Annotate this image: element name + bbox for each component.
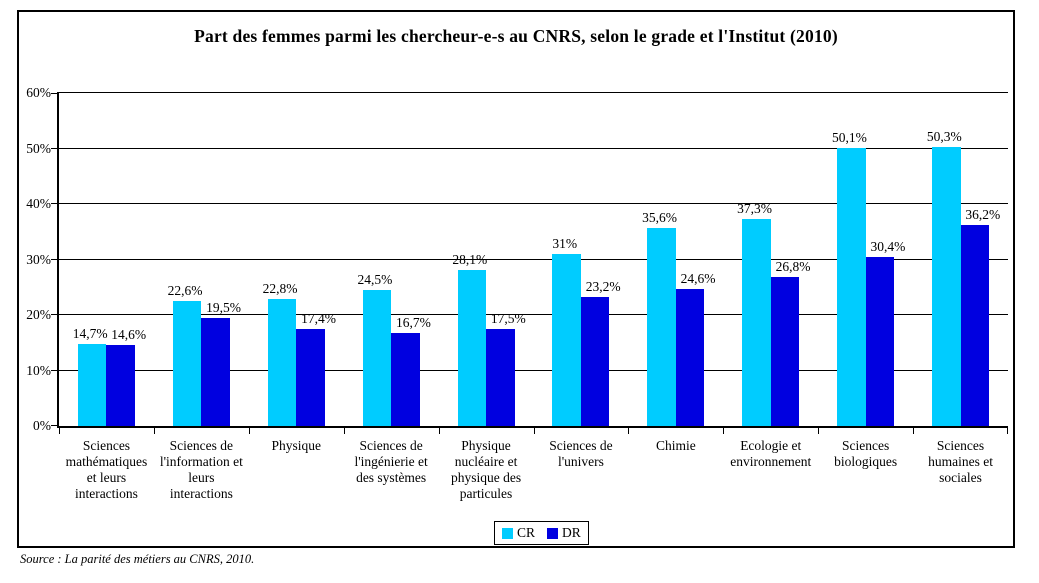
gridline	[59, 369, 1008, 371]
bar-value-label: 17,5%	[490, 310, 526, 326]
gridline	[59, 203, 1008, 204]
x-axis-tick	[913, 428, 915, 434]
y-axis-tick	[51, 147, 57, 149]
bar-value-label: 50,1%	[831, 129, 867, 145]
bar-dr	[770, 277, 800, 426]
y-axis-tick	[51, 93, 57, 94]
x-axis-category-label: Sciences mathématiques et leurs interact…	[65, 438, 148, 501]
bar-value-label: 37,3%	[737, 201, 772, 216]
bar-cr	[837, 147, 866, 426]
y-axis-tick	[51, 369, 57, 371]
bar-dr	[391, 333, 420, 426]
x-axis-category-label: Sciences humaines et sociales	[928, 438, 993, 485]
x-axis-tick	[723, 428, 725, 434]
bar-value-label: 23,2%	[585, 279, 621, 295]
y-axis-tick-label: 20%	[26, 307, 51, 322]
bar-cr	[172, 300, 202, 426]
y-axis-tick	[51, 425, 57, 426]
x-axis-tick	[438, 428, 440, 434]
bar-value-label: 14,6%	[111, 326, 147, 342]
x-axis-category-label: Physique	[271, 438, 321, 453]
x-axis-tick	[1007, 428, 1008, 434]
bar-value-label: 19,5%	[206, 299, 242, 315]
y-axis-tick	[51, 258, 57, 260]
bar-value-label: 22,6%	[167, 282, 203, 298]
bar-cr	[932, 146, 961, 426]
bar-value-label: 31%	[552, 235, 578, 251]
bar-dr	[960, 225, 990, 426]
y-axis-tick	[51, 314, 57, 315]
bar-dr	[296, 329, 325, 426]
bar-dr	[675, 289, 705, 426]
x-axis-tick	[153, 428, 155, 434]
x-axis-tick	[818, 428, 820, 434]
source-note: Source : La parité des métiers au CNRS, …	[20, 552, 255, 566]
y-axis-tick-label: 50%	[26, 140, 51, 156]
legend-entry-dr: DR	[547, 525, 581, 541]
bar-value-label: 50,3%	[926, 128, 962, 144]
bar-value-label: 24,6%	[680, 271, 716, 287]
bar-cr	[77, 344, 107, 426]
bar-dr	[580, 297, 610, 426]
x-axis-category-label: Ecologie et environnement	[730, 438, 812, 469]
gridline	[59, 147, 1008, 149]
y-axis-tick-label: 0%	[33, 418, 51, 433]
x-axis-tick	[248, 428, 250, 434]
bar-value-label: 30,4%	[870, 239, 906, 255]
bar-value-label: 36,2%	[965, 207, 1001, 223]
y-axis-tick-label: 60%	[26, 85, 51, 100]
x-axis-tick	[343, 428, 345, 434]
x-axis-tick	[628, 428, 630, 434]
x-axis-category-label: Physique nucléaire et physique des parti…	[450, 438, 522, 501]
legend-label-dr: DR	[562, 525, 581, 540]
legend-label-cr: CR	[517, 525, 536, 540]
bar-cr	[552, 253, 581, 426]
legend: CR DR	[494, 521, 589, 545]
x-axis-category-label: Chimie	[655, 438, 696, 453]
bar-value-label: 35,6%	[642, 210, 678, 226]
x-axis-tick	[59, 428, 60, 434]
x-axis-category-label: Sciences de l'univers	[549, 438, 613, 469]
legend-entry-cr: CR	[502, 525, 535, 541]
y-axis-tick-label: 30%	[26, 251, 51, 267]
y-axis-tick-label: 40%	[26, 196, 51, 211]
legend-swatch-cr-icon	[502, 527, 513, 539]
bar-cr	[742, 219, 771, 426]
bar-value-label: 24,5%	[357, 272, 393, 288]
bar-value-label: 22,8%	[262, 281, 298, 297]
bar-dr	[201, 317, 230, 426]
bar-value-label: 14,7%	[72, 326, 108, 342]
x-axis-category-label: Sciences de l'information et leurs inter…	[159, 438, 243, 501]
plot-area: 0% 10% 20% 30% 40% 50% 60% 14,7% 22,6% 22,8% 24,5%…	[26, 85, 1008, 501]
legend-swatch-dr-icon	[547, 527, 559, 539]
x-axis-tick	[533, 428, 535, 434]
y-axis-tick-label: 10%	[26, 362, 51, 378]
bar-value-label: 28,1%	[452, 252, 488, 268]
chart-title: Part des femmes parmi les chercheur-e-s …	[194, 26, 838, 46]
bar-cr	[362, 290, 392, 426]
bar-dr	[865, 257, 895, 426]
bar-cr	[647, 228, 676, 426]
bar-dr	[486, 328, 515, 426]
bar-dr	[106, 344, 135, 426]
gridline	[59, 258, 1008, 260]
bar-value-label: 17,4%	[301, 311, 336, 327]
gridline	[59, 314, 1008, 315]
bar-value-label: 16,7%	[395, 315, 431, 331]
x-axis-category-label: Sciences biologiques	[834, 438, 898, 469]
y-axis-tick	[51, 203, 57, 204]
bar-value-label: 26,8%	[775, 259, 811, 275]
bar-cr	[267, 299, 297, 426]
x-axis-category-label: Sciences de l'ingénierie et des systèmes	[354, 438, 428, 485]
bar-cr	[457, 270, 487, 426]
